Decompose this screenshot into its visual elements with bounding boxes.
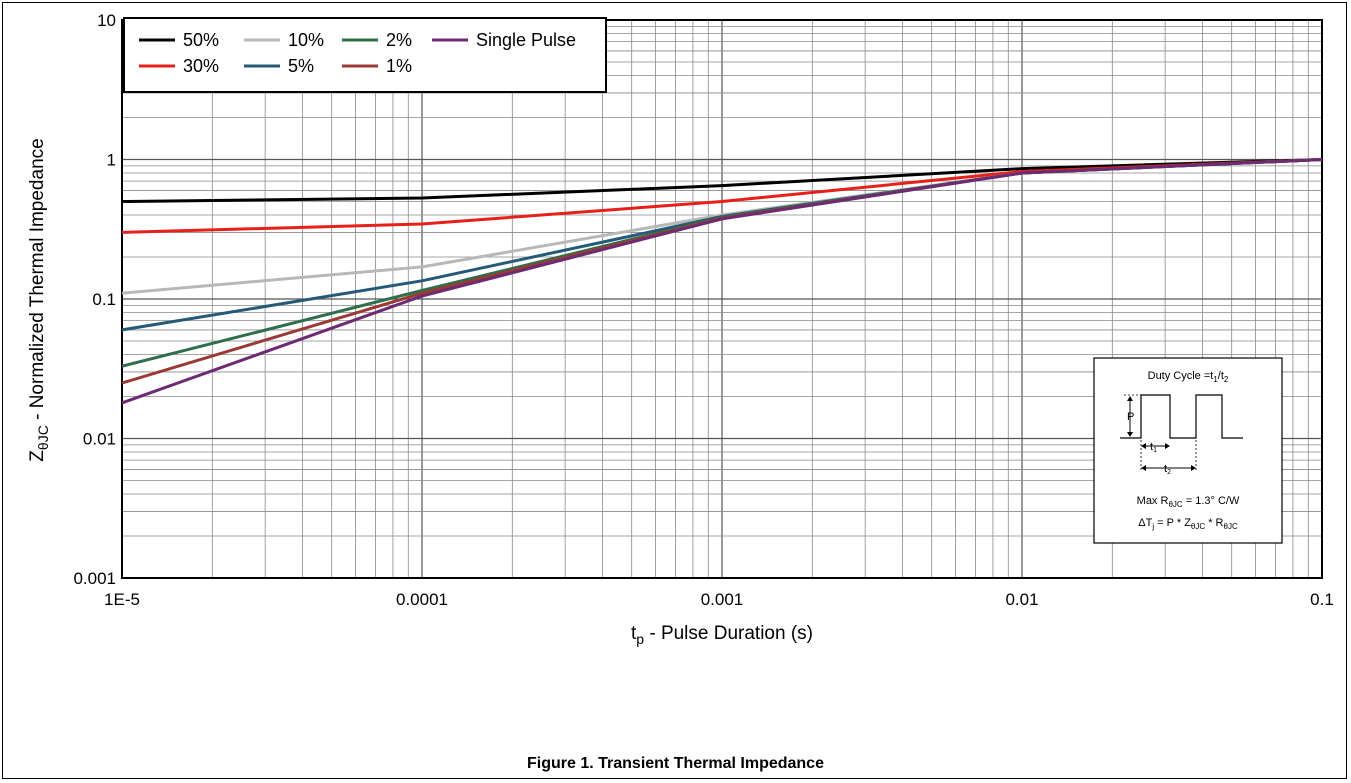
delta-t-text: ΔTj = P * ZθJC * RθJC xyxy=(1138,517,1238,531)
series-layer xyxy=(121,158,1323,405)
series-line-50- xyxy=(121,158,1323,203)
legend-label: Single Pulse xyxy=(476,30,576,50)
x-tick-labels: 1E-5 0.0001 0.001 0.01 0.1 xyxy=(104,590,1334,609)
figure-caption: Figure 1. Transient Thermal Impedance xyxy=(527,755,824,772)
y-tick-label: 10 xyxy=(97,11,116,30)
x-axis-label: tp - Pulse Duration (s) xyxy=(631,623,813,647)
y-tick-labels: 0.001 0.01 0.1 1 10 xyxy=(73,11,116,588)
legend-label: 50% xyxy=(183,30,219,50)
legend-label: 2% xyxy=(386,30,412,50)
duty-cycle-text: Duty Cycle =t1/t2 xyxy=(1148,370,1229,384)
inset-box xyxy=(1093,357,1283,544)
y-tick-label: 0.001 xyxy=(73,569,116,588)
p-arrowheads xyxy=(1127,396,1133,437)
series-line-single-pulse xyxy=(121,158,1323,405)
p-label: P xyxy=(1127,411,1134,423)
x-tick-label: 0.1 xyxy=(1310,590,1334,609)
legend-label: 1% xyxy=(386,56,412,76)
x-tick-label: 0.0001 xyxy=(396,590,448,609)
legend-box xyxy=(123,17,607,93)
y-tick-label: 1 xyxy=(107,151,116,170)
legend: 50% 10% 2% Single Pulse 30% 5% 1% xyxy=(123,17,607,93)
legend-label: 30% xyxy=(183,56,219,76)
x-tick-label: 0.001 xyxy=(701,590,744,609)
y-tick-label: 0.1 xyxy=(92,290,116,309)
pulse-waveform xyxy=(1120,394,1243,439)
y-tick-label: 0.01 xyxy=(83,430,116,449)
x-tick-label: 1E-5 xyxy=(104,590,140,609)
t2-label: t2 xyxy=(1164,463,1171,476)
thermal-impedance-chart: 1E-5 0.0001 0.001 0.01 0.1 0.001 0.01 0.1 1 10 t… xyxy=(27,11,1334,647)
legend-label: 5% xyxy=(288,56,314,76)
x-tick-label: 0.01 xyxy=(1005,590,1038,609)
duty-cycle-inset: Duty Cycle =t1/t2 P t1 t2 Max RθJC = 1.3… xyxy=(1093,357,1283,544)
t1-label: t1 xyxy=(1150,441,1157,454)
y-axis-label: ZθJC - Normalized Thermal Impedance xyxy=(27,138,51,461)
legend-label: 10% xyxy=(288,30,324,50)
plot-border xyxy=(121,19,1323,579)
max-r-text: Max RθJC = 1.3° C/W xyxy=(1137,495,1240,509)
